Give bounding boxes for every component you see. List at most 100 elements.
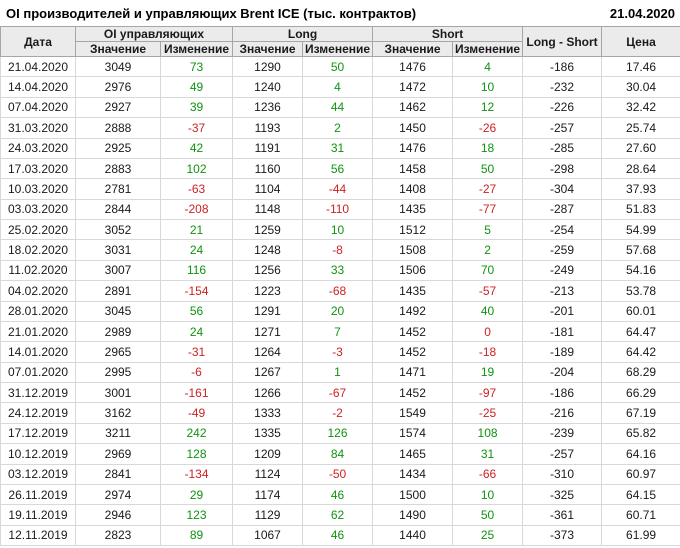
table-row: 14.01.2020 2965 -31 1264 -3 1452 -18 -189 64.42: [0, 341, 680, 363]
short-change-cell: -77: [452, 198, 524, 221]
oi-value-cell: 3052: [75, 218, 161, 241]
price-cell: 65.82: [601, 422, 680, 445]
short-change-cell: 50: [452, 157, 524, 180]
short-value-cell: 1476: [372, 137, 454, 159]
date-cell: 04.02.2020: [0, 280, 76, 302]
price-cell: 61.99: [601, 524, 680, 547]
price-cell: 67.19: [601, 402, 680, 424]
oi-value-cell: 2969: [75, 443, 161, 465]
short-change-cell: 5: [452, 218, 524, 241]
oi-value-cell: 2974: [75, 483, 161, 506]
date-cell: 21.04.2020: [0, 55, 76, 78]
long-value-cell: 1209: [232, 443, 304, 465]
long-change-cell: 56: [302, 157, 374, 180]
oi-change-cell: 116: [159, 259, 234, 282]
long-change-cell: 7: [302, 320, 374, 343]
table-header: Дата OI управляющих Long Short Long - Sh…: [0, 26, 680, 57]
long-change-cell: -67: [302, 381, 374, 404]
col-header-long-change: Изменение: [302, 41, 374, 57]
table-row: 03.12.2019 2841 -134 1124 -50 1434 -66 -310 60.9…: [0, 463, 680, 485]
date-cell: 10.03.2020: [0, 178, 76, 200]
table-row: 25.02.2020 3052 21 1259 10 1512 5 -254 54.99: [0, 218, 680, 241]
oi-change-cell: -6: [159, 361, 234, 384]
long-short-cell: -186: [522, 381, 603, 404]
long-short-cell: -304: [522, 178, 603, 200]
long-value-cell: 1259: [232, 218, 304, 241]
oi-value-cell: 3162: [75, 402, 161, 424]
long-change-cell: 2: [302, 117, 374, 139]
price-cell: 66.29: [601, 381, 680, 404]
short-value-cell: 1462: [372, 96, 454, 119]
long-value-cell: 1129: [232, 504, 304, 526]
long-value-cell: 1291: [232, 300, 304, 322]
long-change-cell: 1: [302, 361, 374, 384]
short-value-cell: 1506: [372, 259, 454, 282]
short-change-cell: 70: [452, 259, 524, 282]
price-cell: 64.47: [601, 320, 680, 343]
col-group-oi: OI управляющих: [74, 26, 234, 42]
price-cell: 64.15: [601, 483, 680, 506]
long-value-cell: 1290: [232, 55, 304, 78]
date-cell: 03.03.2020: [0, 198, 76, 221]
long-short-cell: -257: [522, 117, 603, 139]
long-short-cell: -201: [522, 300, 603, 322]
date-cell: 14.01.2020: [0, 341, 76, 363]
short-value-cell: 1440: [372, 524, 454, 547]
short-change-cell: 10: [452, 483, 524, 506]
oi-value-cell: 2841: [75, 463, 161, 485]
price-cell: 57.68: [601, 239, 680, 261]
long-change-cell: 33: [302, 259, 374, 282]
long-short-cell: -239: [522, 422, 603, 445]
long-short-cell: -226: [522, 96, 603, 119]
long-change-cell: 44: [302, 96, 374, 119]
col-group-short: Short: [372, 26, 524, 42]
date-cell: 03.12.2019: [0, 463, 76, 485]
table-row: 24.03.2020 2925 42 1191 31 1476 18 -285 27.60: [0, 137, 680, 159]
col-group-long: Long: [232, 26, 374, 42]
long-short-cell: -257: [522, 443, 603, 465]
long-change-cell: -2: [302, 402, 374, 424]
short-change-cell: 18: [452, 137, 524, 159]
date-cell: 17.12.2019: [0, 422, 76, 445]
oi-change-cell: 21: [159, 218, 234, 241]
col-header-date: Дата: [0, 26, 76, 57]
oi-change-cell: -154: [159, 280, 234, 302]
oi-change-cell: -31: [159, 341, 234, 363]
short-change-cell: 108: [452, 422, 524, 445]
date-cell: 24.03.2020: [0, 137, 76, 159]
short-value-cell: 1476: [372, 55, 454, 78]
oi-value-cell: 3001: [75, 381, 161, 404]
long-change-cell: 84: [302, 443, 374, 465]
oi-value-cell: 2976: [75, 76, 161, 98]
price-cell: 27.60: [601, 137, 680, 159]
long-value-cell: 1335: [232, 422, 304, 445]
long-short-cell: -361: [522, 504, 603, 526]
long-short-cell: -189: [522, 341, 603, 363]
short-change-cell: 0: [452, 320, 524, 343]
title-bar: OI производителей и управляющих Brent IC…: [0, 0, 680, 26]
oi-value-cell: 2925: [75, 137, 161, 159]
long-value-cell: 1148: [232, 198, 304, 221]
oi-value-cell: 3045: [75, 300, 161, 322]
short-value-cell: 1490: [372, 504, 454, 526]
oi-value-cell: 2891: [75, 280, 161, 302]
table-row: 14.04.2020 2976 49 1240 4 1472 10 -232 30.04: [0, 76, 680, 98]
date-cell: 11.02.2020: [0, 259, 76, 282]
price-cell: 68.29: [601, 361, 680, 384]
col-header-long-short: Long - Short: [522, 26, 603, 57]
long-value-cell: 1193: [232, 117, 304, 139]
long-short-cell: -249: [522, 259, 603, 282]
oi-change-cell: 49: [159, 76, 234, 98]
table-row: 31.12.2019 3001 -161 1266 -67 1452 -97 -186 66.2…: [0, 381, 680, 404]
short-change-cell: 12: [452, 96, 524, 119]
long-value-cell: 1267: [232, 361, 304, 384]
long-short-cell: -204: [522, 361, 603, 384]
table-row: 26.11.2019 2974 29 1174 46 1500 10 -325 64.15: [0, 483, 680, 506]
long-short-cell: -186: [522, 55, 603, 78]
long-value-cell: 1067: [232, 524, 304, 547]
oi-change-cell: 128: [159, 443, 234, 465]
short-change-cell: -27: [452, 178, 524, 200]
long-change-cell: -110: [302, 198, 374, 221]
col-header-short-change: Изменение: [452, 41, 524, 57]
